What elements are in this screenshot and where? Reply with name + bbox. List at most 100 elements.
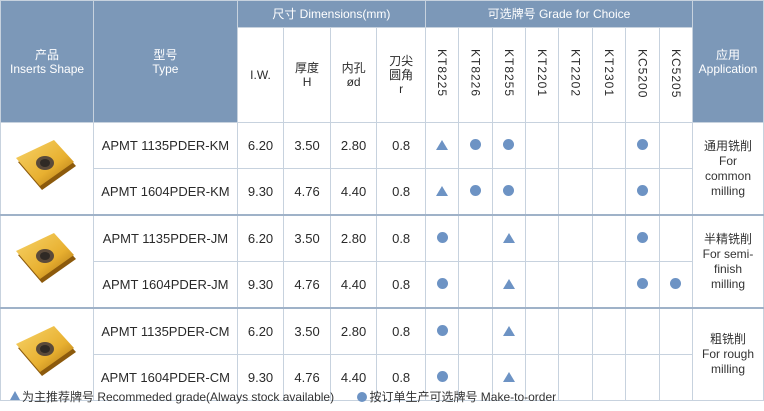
grade-header: KT8255: [491, 27, 527, 123]
circle-icon: [636, 278, 648, 289]
grade-cell: [625, 122, 660, 169]
grade-header: KT2202: [558, 27, 593, 123]
grade-header: KT8226: [458, 27, 493, 123]
table-row: APMT 1604PDER-KM 9.30 4.76 4.40 0.8: [1, 168, 764, 216]
circle-icon: [436, 371, 448, 382]
triangle-icon: [10, 391, 20, 400]
grade-cell: [625, 261, 660, 309]
application-line: finish: [714, 261, 743, 276]
grade-cell: [491, 354, 527, 401]
r-cell: 0.8: [376, 354, 426, 401]
grade-header: KT2301: [591, 27, 627, 123]
grade-cell: [424, 214, 460, 262]
triangle-icon: [436, 140, 449, 150]
grade-cell: [591, 214, 627, 262]
grade-cell: [424, 168, 460, 216]
grade-cell: [458, 261, 493, 309]
dim-r-header: 刀尖 圆角 r: [376, 27, 426, 123]
header-product: 产品 Inserts Shape: [0, 0, 95, 123]
d-cell: 2.80: [329, 214, 378, 262]
header-application: 应用 Application: [692, 0, 764, 123]
grade-cell: [558, 261, 593, 309]
type-cell: APMT 1604PDER-KM: [93, 168, 238, 216]
h-cell: 3.50: [283, 122, 331, 169]
table-row: APMT 1135PDER-CM 6.20 3.50 2.80 0.8 粗铣削 For ro…: [0, 307, 764, 401]
grade-cell: [525, 214, 560, 262]
triangle-icon: [502, 372, 515, 382]
circle-icon: [636, 185, 648, 196]
dim-d-header: 内孔 ød: [329, 27, 378, 123]
insert-shape-cell: [0, 307, 95, 401]
iw-cell: 6.20: [236, 122, 285, 169]
d-cell: 2.80: [329, 122, 378, 169]
grade-cell: [491, 122, 527, 169]
circle-icon: [636, 139, 648, 150]
grade-header: KC5200: [625, 27, 660, 123]
header-dimensions: 尺寸 Dimensions(mm): [236, 0, 426, 28]
application-cell: 半精铣削 For semi-finish milling: [692, 214, 764, 309]
grade-table: 产品 Inserts Shape 型号 Type 尺寸 Dimensions(mm)…: [0, 0, 764, 401]
grade-cell: [458, 168, 493, 216]
grade-cell: [491, 168, 527, 216]
application-line: For rough: [701, 347, 755, 361]
header-type: 型号 Type: [93, 0, 238, 123]
grade-cell: [591, 168, 627, 216]
r-cell: 0.8: [376, 122, 426, 169]
application-line: common: [705, 168, 752, 183]
application-line: 通用铣削: [704, 138, 753, 153]
type-cell: APMT 1135PDER-JM: [93, 214, 238, 262]
grade-header: KT8225: [424, 27, 460, 123]
insert-image: [16, 326, 77, 376]
grade-header: KT2201: [525, 27, 560, 123]
table-row: APMT 1604PDER-JM 9.30 4.76 4.40 0.8: [1, 261, 764, 309]
application-line: milling: [711, 276, 746, 291]
application-line: 粗铣削: [710, 332, 747, 346]
insert-shape-cell: [0, 122, 95, 216]
grade-cell: [625, 307, 660, 355]
circle-icon: [469, 139, 481, 150]
legend-recommended: 为主推荐牌号 Recommeded grade(Always stock ava…: [10, 390, 334, 404]
grade-cell: [625, 168, 660, 216]
insert-image: [16, 233, 77, 283]
grade-cell: [658, 354, 694, 401]
grade-cell: [525, 354, 560, 401]
grade-cell: [491, 214, 527, 262]
application-line: milling: [711, 183, 746, 198]
grade-cell: [424, 261, 460, 309]
triangle-icon: [502, 326, 515, 336]
circle-icon: [503, 185, 515, 196]
grade-cell: [658, 122, 694, 169]
grade-cell: [591, 122, 627, 169]
grade-cell: [658, 214, 694, 262]
type-cell: APMT 1135PDER-KM: [93, 122, 238, 169]
grade-header: KC5205: [658, 27, 694, 123]
iw-cell: 9.30: [236, 354, 285, 401]
grade-cell: [625, 354, 660, 401]
h-cell: 4.76: [283, 261, 331, 309]
grade-cell: [491, 261, 527, 309]
triangle-icon: [502, 233, 515, 243]
grade-cell: [424, 122, 460, 169]
insert-image: [16, 140, 77, 190]
grade-cell: [458, 214, 493, 262]
circle-icon: [503, 139, 515, 150]
circle-icon: [357, 392, 368, 402]
grade-cell: [424, 354, 460, 401]
h-cell: 4.76: [283, 354, 331, 401]
d-cell: 4.40: [329, 168, 378, 216]
table-row: APMT 1135PDER-KM 6.20 3.50 2.80 0.8 通用铣削 For co…: [0, 122, 764, 216]
r-cell: 0.8: [376, 261, 426, 309]
application-line: milling: [711, 362, 746, 376]
type-cell: APMT 1604PDER-CM: [93, 354, 238, 401]
grade-cell: [558, 168, 593, 216]
h-cell: 3.50: [283, 307, 331, 355]
r-cell: 0.8: [376, 168, 426, 216]
grade-cell: [591, 354, 627, 401]
grade-cell: [558, 122, 593, 169]
circle-icon: [436, 232, 448, 243]
iw-cell: 9.30: [236, 261, 285, 309]
grade-cell: [458, 122, 493, 169]
d-cell: 4.40: [329, 354, 378, 401]
insert-shape-cell: [0, 214, 95, 309]
grade-cell: [558, 354, 593, 401]
